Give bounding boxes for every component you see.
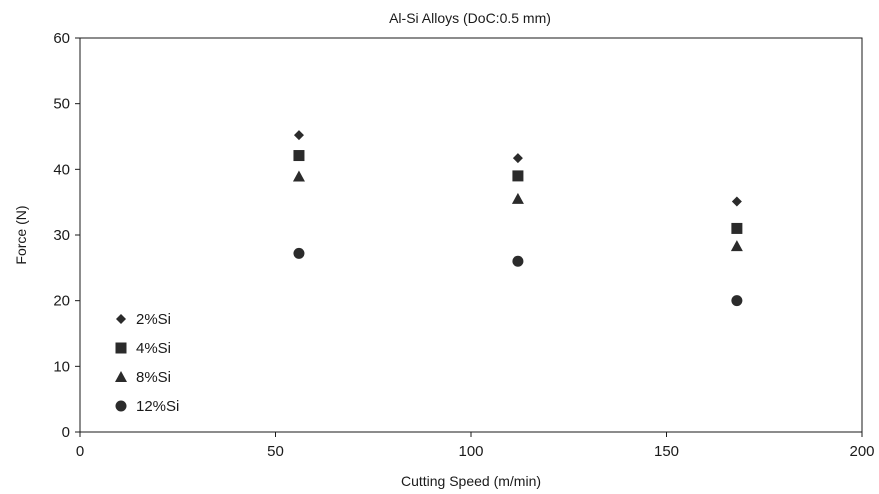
chart-title: Al-Si Alloys (DoC:0.5 mm)	[389, 10, 551, 26]
y-tick-label: 0	[62, 424, 70, 441]
y-tick-label: 40	[53, 161, 70, 178]
data-point-8pct-si	[730, 240, 743, 252]
y-axis: 0 10 20 30 40 50 60	[53, 30, 80, 441]
y-tick-label: 10	[53, 358, 70, 375]
x-tick-label: 50	[267, 443, 284, 460]
legend-marker-8pct-si	[115, 371, 127, 382]
data-point-4pct-si	[512, 170, 524, 182]
legend-marker-2pct-si	[116, 314, 126, 324]
data-point-2pct-si	[512, 153, 523, 164]
data-point-4pct-si	[731, 222, 743, 234]
plot-area	[79, 37, 863, 433]
x-tick-label: 150	[654, 443, 679, 460]
x-tick-label: 100	[458, 443, 483, 460]
data-point-2pct-si	[293, 130, 304, 141]
legend-label-4pct-si: 4%Si	[136, 340, 171, 357]
y-tick-label: 50	[53, 96, 70, 113]
legend: 2%Si 4%Si 8%Si 12%Si	[115, 311, 179, 415]
x-axis-label: Cutting Speed (m/min)	[401, 473, 541, 489]
x-tick-label: 200	[849, 443, 874, 460]
legend-label-2pct-si: 2%Si	[136, 311, 171, 328]
y-axis-label: Force (N)	[13, 205, 29, 264]
y-tick-label: 60	[53, 30, 70, 47]
data-point-12pct-si	[731, 295, 743, 307]
legend-label-8pct-si: 8%Si	[136, 369, 171, 386]
data-point-4pct-si	[293, 150, 305, 162]
x-axis: 0 50 100 150 200	[76, 432, 875, 460]
y-tick-label: 20	[53, 293, 70, 310]
data-point-12pct-si	[293, 247, 305, 259]
y-tick-label: 30	[53, 227, 70, 244]
legend-label-12pct-si: 12%Si	[136, 398, 179, 415]
legend-marker-12pct-si	[115, 400, 127, 412]
data-point-8pct-si	[511, 192, 524, 204]
data-points	[292, 130, 743, 307]
data-point-8pct-si	[292, 170, 305, 182]
x-tick-label: 0	[76, 443, 84, 460]
data-point-2pct-si	[731, 196, 742, 207]
legend-marker-4pct-si	[115, 342, 127, 354]
data-point-12pct-si	[512, 255, 524, 267]
